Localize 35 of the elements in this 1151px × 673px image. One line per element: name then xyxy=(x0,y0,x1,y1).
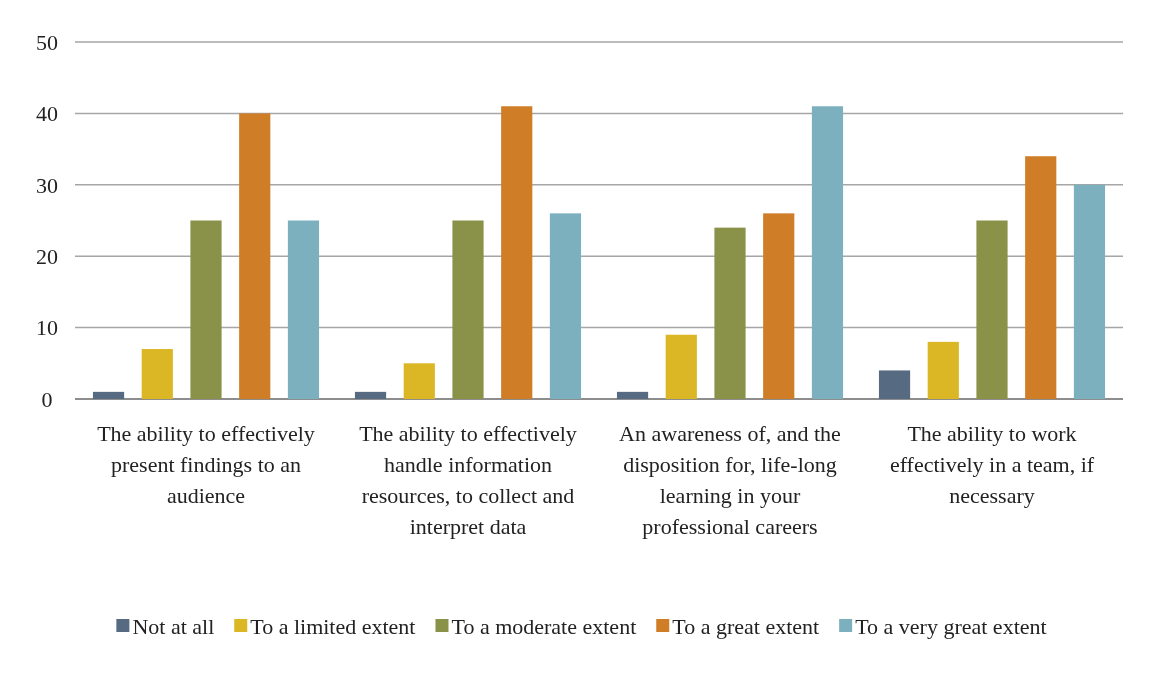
x-tick-label: An awareness of, and the disposition for, life-long learning in your professional careers xyxy=(619,421,841,539)
bar xyxy=(141,349,173,399)
y-tick-label: 50 xyxy=(36,29,58,55)
legend-label: To a great extent xyxy=(672,613,820,639)
y-tick-label: 40 xyxy=(36,101,58,127)
y-tick-label: 0 xyxy=(41,386,53,412)
x-tick-label: The ability to effectively present findings to an audience xyxy=(97,421,315,508)
bar xyxy=(927,341,959,399)
bar xyxy=(976,220,1008,399)
bar xyxy=(190,220,222,399)
bar xyxy=(403,363,435,399)
y-tick-label: 10 xyxy=(36,315,58,341)
y-tick-label: 30 xyxy=(36,172,58,198)
bar xyxy=(287,220,320,399)
bar xyxy=(714,227,746,399)
bar xyxy=(811,106,844,399)
bar xyxy=(1025,156,1057,399)
x-tick-label: The ability to work effectively in a team, if necessary xyxy=(889,421,1095,508)
legend-label: To a very great extent xyxy=(855,613,1047,639)
bar xyxy=(878,370,911,399)
y-tick-label: 20 xyxy=(36,243,58,269)
bar xyxy=(452,220,484,399)
bar xyxy=(763,213,795,399)
bar xyxy=(92,391,125,399)
bar xyxy=(549,213,582,399)
legend-label: To a limited extent xyxy=(250,613,416,639)
legend-label: To a moderate extent xyxy=(451,613,637,639)
bar xyxy=(1073,184,1106,399)
bar xyxy=(239,113,271,399)
bar xyxy=(665,334,697,399)
bar xyxy=(616,391,649,399)
bar xyxy=(354,391,387,399)
bar xyxy=(501,106,533,399)
x-tick-label: The ability to effectively handle information resources, to collect and interpret data xyxy=(359,421,577,539)
legend-label: Not at all xyxy=(132,613,215,639)
